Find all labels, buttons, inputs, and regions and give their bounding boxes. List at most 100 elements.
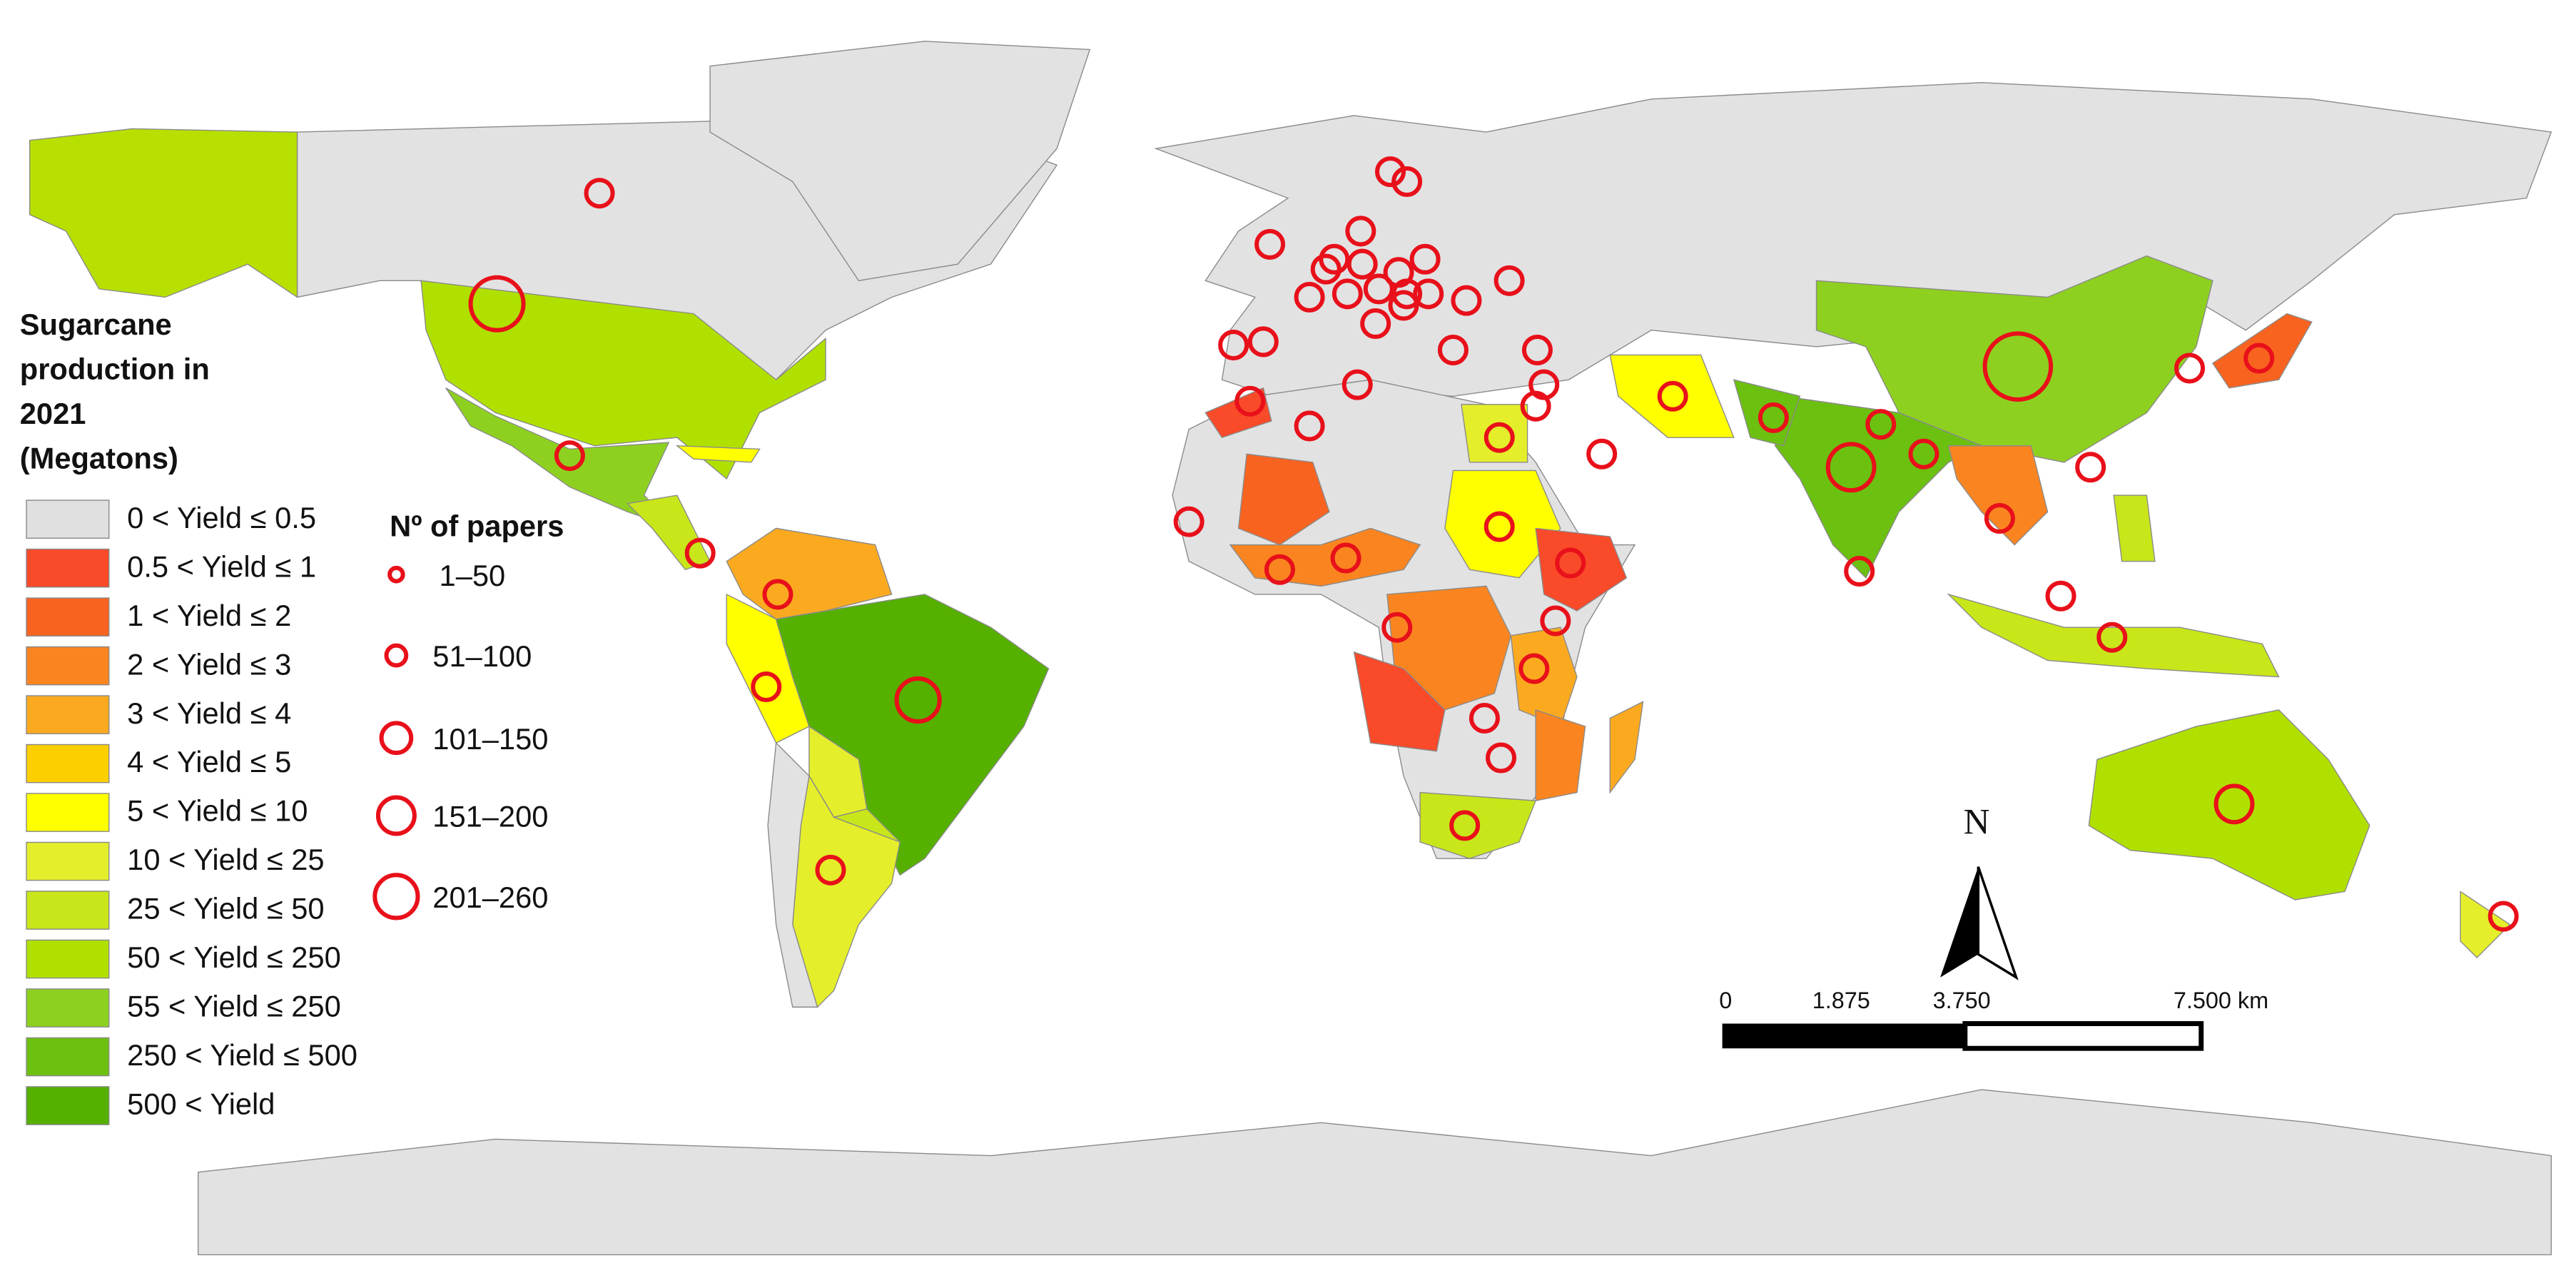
papers-legend-label: 1–50 (440, 559, 506, 592)
legend-label: 50 < Yield ≤ 250 (127, 940, 341, 974)
paper-circle (1234, 385, 1266, 417)
paper-circle (1347, 248, 1378, 280)
paper-circle (1254, 228, 1286, 260)
paper-circle (1374, 156, 1406, 188)
paper-circle (2075, 452, 2106, 483)
paper-circle (1294, 410, 1325, 442)
paper-circle (762, 579, 793, 610)
legend-label: 1 < Yield ≤ 2 (127, 599, 291, 632)
paper-circle (1469, 702, 1500, 734)
paper-circle (1518, 653, 1550, 684)
scale-black (1722, 1023, 1965, 1049)
legend: Sugarcane production in 2021 (Megatons) … (20, 308, 358, 1125)
paper-circle (1521, 334, 1553, 366)
paper-circle (2214, 783, 2255, 825)
paper-circle (1520, 390, 1551, 422)
greenland (709, 41, 1091, 282)
papers-legend-symbol (384, 643, 409, 668)
paper-circle (1413, 278, 1444, 310)
paper-circle (1844, 556, 1875, 587)
legend-swatch (26, 499, 110, 539)
legend-label: 500 < Yield (127, 1087, 275, 1121)
legend-title: 2021 (20, 397, 86, 430)
paper-circle (1494, 265, 1525, 296)
paper-circle (1247, 326, 1279, 357)
new-zealand (2460, 891, 2511, 958)
paper-circle (2243, 343, 2275, 374)
papers-legend: Nº of papers 1–50 51–100 101–150 151–200 201… (372, 509, 564, 920)
legend-label: 0 < Yield ≤ 0.5 (127, 501, 316, 534)
angola (1353, 651, 1446, 752)
paper-circle (1173, 506, 1205, 537)
paper-circle (1758, 402, 1789, 433)
legend-title: production in (20, 352, 210, 386)
legend-swatch (26, 939, 110, 979)
australia (2088, 709, 2370, 901)
mali (1237, 453, 1330, 546)
paper-circle (1381, 612, 1413, 643)
alaska (29, 128, 298, 298)
legend-swatch (26, 744, 110, 783)
legend-title: Sugarcane (20, 308, 172, 341)
legend-swatch (26, 548, 110, 588)
paper-circle (1657, 380, 1688, 412)
paper-circle (751, 671, 782, 703)
scale-label: 7.500 km (2174, 988, 2268, 1013)
paper-circle (468, 275, 526, 333)
paper-circle (1982, 331, 2054, 402)
paper-circle (1294, 281, 1325, 313)
paper-circle (1449, 810, 1481, 841)
legend-label: 4 < Yield ≤ 5 (127, 745, 291, 778)
sudan (1444, 470, 1561, 579)
papers-legend-symbol (387, 565, 405, 584)
paper-circle (1908, 438, 1939, 470)
paper-circle (1218, 330, 1249, 361)
legend-label: 250 < Yield ≤ 500 (127, 1038, 358, 1072)
legend-swatch (26, 793, 110, 832)
paper-circle (1586, 438, 1618, 470)
usa (420, 280, 826, 480)
legend-label: 55 < Yield ≤ 250 (127, 990, 341, 1023)
legend-label: 10 < Yield ≤ 25 (127, 843, 324, 876)
papers-legend-symbol (372, 873, 420, 920)
chile (767, 741, 818, 1008)
legend-swatch (26, 841, 110, 881)
paper-circle (1264, 554, 1295, 585)
colombia-venezuela (726, 527, 893, 620)
scale-label: 0 (1719, 988, 1732, 1013)
paper-circles (468, 156, 2519, 932)
legend-swatch (26, 988, 110, 1028)
paper-circle (1345, 215, 1376, 247)
papers-legend-symbol (379, 721, 414, 756)
egypt (1461, 404, 1528, 463)
north-arrow: N (1940, 803, 2019, 980)
philippines (2113, 494, 2156, 562)
paper-circle (1555, 547, 1586, 579)
legend-label: 0.5 < Yield ≤ 1 (127, 549, 316, 583)
scale-label: 3.750 (1933, 988, 1991, 1013)
paper-circle (1363, 273, 1394, 305)
paper-circle (1865, 409, 1897, 440)
legend-label: 25 < Yield ≤ 50 (127, 892, 324, 925)
paper-circle (1485, 742, 1517, 773)
paper-circle (684, 537, 716, 569)
papers-legend-symbol (375, 795, 417, 836)
china (1815, 255, 2214, 463)
paper-circle (1332, 278, 1363, 310)
paper-circle (1437, 334, 1469, 366)
paper-circle (554, 440, 585, 472)
land-layer (29, 41, 2552, 1256)
legend-label: 2 < Yield ≤ 3 (127, 647, 291, 681)
paper-circle (1391, 166, 1423, 198)
arrow-left (1940, 866, 1979, 978)
morocco (1205, 387, 1272, 438)
arrow-right (1977, 866, 2019, 980)
paper-circle (1409, 243, 1441, 275)
iran (1609, 354, 1735, 438)
legend-label: 3 < Yield ≤ 4 (127, 696, 291, 730)
japan (2211, 313, 2313, 389)
legend-swatch (26, 1086, 110, 1125)
legend-swatch (26, 891, 110, 930)
paper-circle (1360, 308, 1391, 340)
